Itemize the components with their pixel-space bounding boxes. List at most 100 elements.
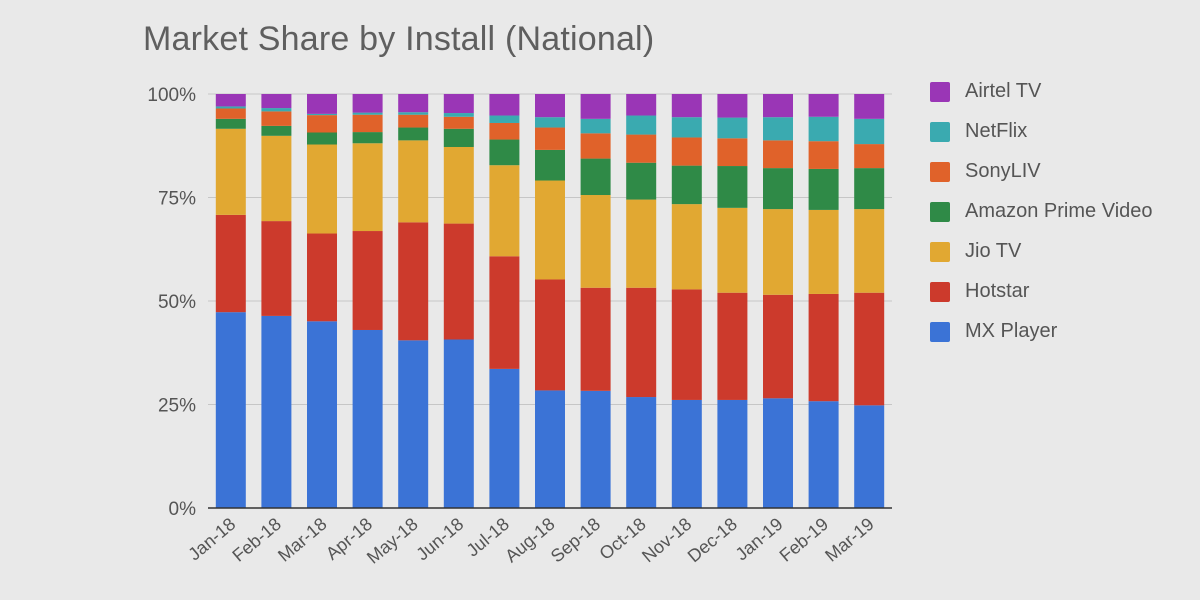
x-tick-label: Feb-19 [776,514,833,566]
x-tick-label: Aug-18 [501,514,558,567]
bar-segment [489,122,520,140]
legend-item: Hotstar [930,280,1153,303]
bar-segment [398,114,429,128]
bar-segment [261,108,292,112]
bar-segment [443,113,474,117]
legend-item: Amazon Prime Video [930,200,1153,223]
legend-label: Jio TV [965,240,1022,262]
bar-segment [261,94,292,109]
bar-segment [671,117,702,138]
bar-segment [398,222,429,341]
legend-label: NetFlix [965,120,1028,142]
bar-segment [261,221,292,316]
bar-segment [215,128,246,215]
bar-segment [671,289,702,400]
bar-segment [398,94,429,113]
chart-title: Market Share by Install (National) [143,20,655,58]
bar-segment [535,127,565,150]
x-tick-label: Jan-18 [184,514,239,565]
bar-segment [854,405,885,508]
bar-segment [352,112,383,115]
y-tick-label: 100% [147,85,196,106]
legend-label: Airtel TV [965,80,1042,102]
bar-segment [854,209,885,293]
bar-segment [352,231,383,330]
bar-segment [626,134,657,163]
bar-segment [626,115,657,135]
bar-segment [808,116,839,142]
bar-segment [763,140,793,169]
legend-label: SonyLIV [965,160,1041,182]
bar-segment [307,113,337,116]
legend-swatch [930,321,950,342]
legend-swatch [930,121,950,142]
x-tick-label: Jan-19 [732,514,787,565]
legend-label: MX Player [965,320,1058,342]
bar-segment [808,168,839,210]
bar-segment [261,135,292,222]
bar-segment [671,137,702,166]
y-tick-label: 75% [158,189,196,210]
bars [215,94,885,508]
bar-segment [717,399,748,508]
bar-segment [580,94,611,119]
bar-segment [489,115,520,123]
bar-segment [443,339,474,508]
bar-segment [763,294,793,399]
bar-segment [535,149,565,181]
bar-segment [307,233,337,322]
bar-segment [215,118,246,129]
bar-segment [307,94,337,114]
bar-segment [763,94,793,118]
bar-segment [763,117,793,141]
bar-segment [398,340,429,508]
bar-segment [671,204,702,290]
bar-segment [763,398,793,508]
bar-segment [717,117,748,139]
legend-item: Jio TV [930,240,1153,263]
bar-segment [854,144,885,169]
bar-segment [808,209,839,294]
bar-segment [808,94,839,117]
bar-segment [535,117,565,128]
bar-segment [352,114,383,133]
x-tick-label: Mar-19 [821,514,878,566]
bar-segment [443,128,474,147]
bar-segment [626,287,657,398]
bar-segment [443,223,474,340]
legend-item: NetFlix [930,120,1153,143]
x-tick-label: Mar-18 [274,514,331,566]
bar-segment [580,133,611,159]
bar-segment [808,401,839,508]
bar-segment [763,209,793,295]
y-tick-label: 50% [158,292,196,313]
x-tick-label: May-18 [363,514,422,568]
legend-label: Amazon Prime Video [965,200,1153,222]
bar-segment [717,94,748,118]
bar-segment [671,399,702,508]
bar-segment [215,106,246,109]
bar-segment [215,312,246,508]
bar-segment [215,108,246,119]
bar-segment [352,329,383,508]
legend-swatch [930,81,950,102]
legend-item: MX Player [930,320,1153,343]
bar-segment [398,112,429,115]
bar-segment [352,132,383,144]
bar-segment [398,127,429,141]
bar-segment [626,162,657,200]
x-tick-label: Dec-18 [684,514,741,567]
bar-segment [808,141,839,169]
bar-segment [626,397,657,508]
bar-segment [854,118,885,145]
bar-segment [717,138,748,167]
bar-segment [763,168,793,210]
bar-segment [489,256,520,369]
bar-segment [261,111,292,126]
bar-segment [808,293,839,402]
legend-swatch [930,161,950,182]
bar-segment [443,94,474,114]
bar-segment [671,94,702,118]
